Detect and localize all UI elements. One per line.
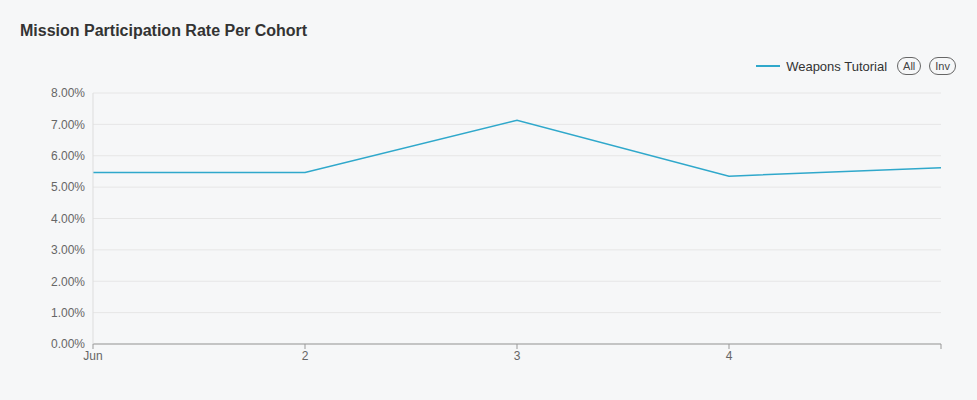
html-text:Weapons Tutorial: Weapons Tutorial <box>786 58 888 74</box>
svg-text:5.00%: 5.00% <box>51 180 85 194</box>
html-text:Mission Participation Rate Per: Mission Participation Rate Per Cohort <box>20 22 308 39</box>
svg-text:3.00%: 3.00% <box>51 243 85 257</box>
svg-text:3: 3 <box>514 349 521 363</box>
svg-text:1.00%: 1.00% <box>51 306 85 320</box>
html-text:All: All <box>903 60 916 72</box>
svg-text:8.00%: 8.00% <box>51 86 85 100</box>
svg-text:2.00%: 2.00% <box>51 275 85 289</box>
svg-text:4.00%: 4.00% <box>51 212 85 226</box>
svg-text:2: 2 <box>302 349 309 363</box>
svg-text:Jun: Jun <box>83 349 102 363</box>
svg-text:7.00%: 7.00% <box>51 118 85 132</box>
svg-text:0.00%: 0.00% <box>51 337 85 351</box>
svg-text:4: 4 <box>726 349 733 363</box>
svg-text:6.00%: 6.00% <box>51 149 85 163</box>
html-text:Inv: Inv <box>935 60 950 72</box>
